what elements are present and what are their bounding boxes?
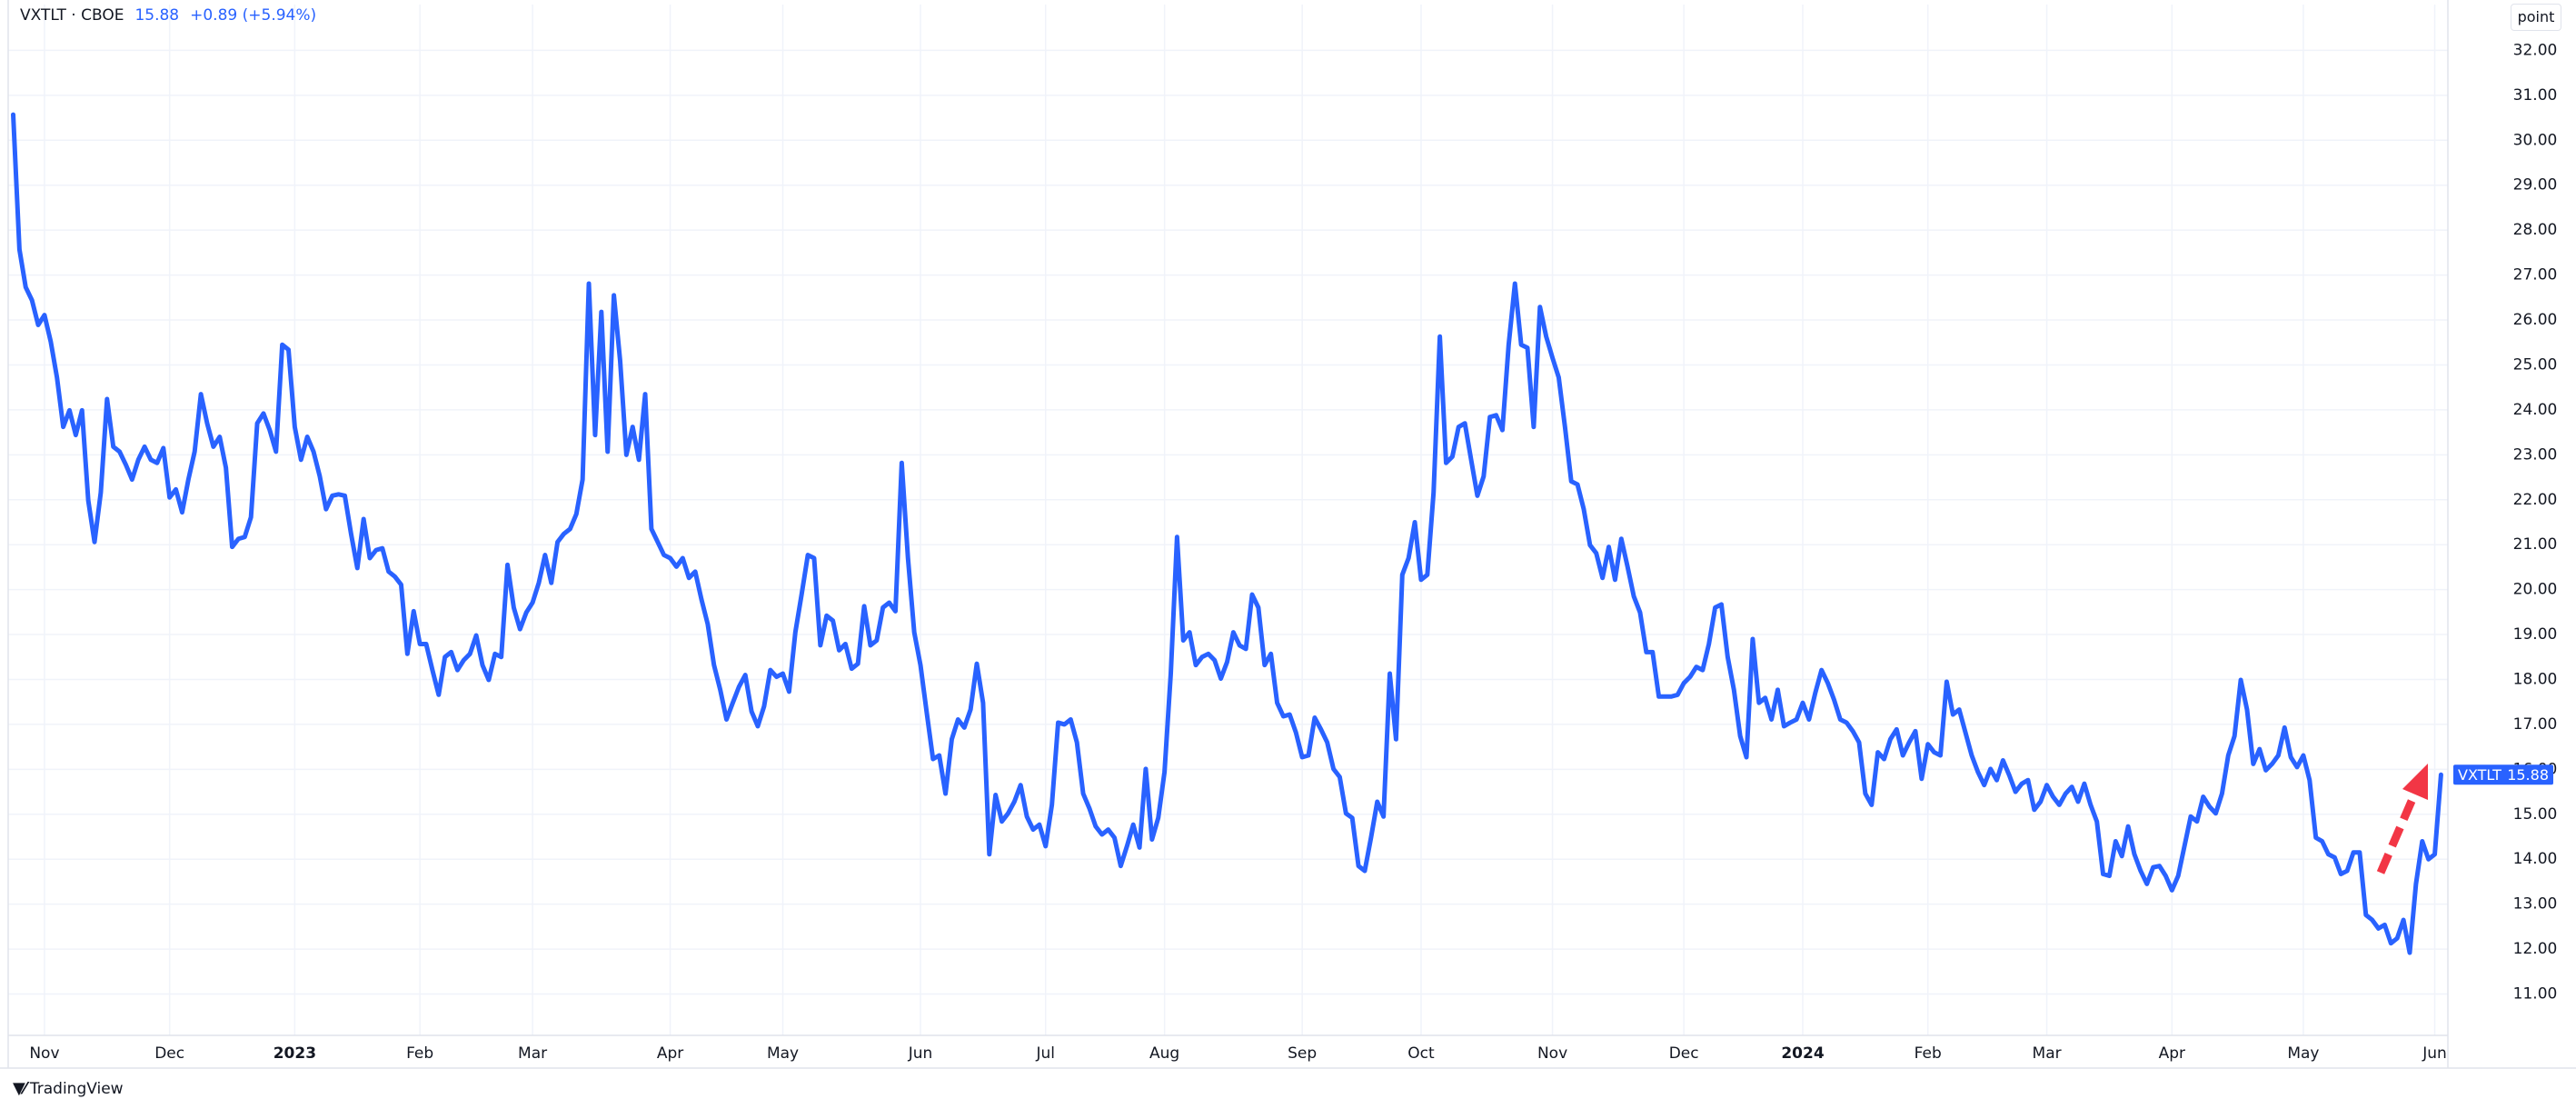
y-tick-label: 26.00 — [2513, 311, 2558, 329]
price-label-value: 15.88 — [2507, 766, 2549, 784]
price-label: VXTLT 15.88 — [2453, 764, 2553, 785]
x-tick-label: Aug — [1149, 1044, 1179, 1063]
y-tick-label: 21.00 — [2513, 535, 2558, 554]
x-tick-label: Nov — [1537, 1044, 1567, 1063]
x-tick-label: May — [767, 1044, 799, 1063]
y-tick-label: 31.00 — [2513, 86, 2558, 105]
unit-button[interactable]: point — [2511, 4, 2561, 31]
y-tick-label: 15.00 — [2513, 805, 2558, 824]
y-tick-label: 17.00 — [2513, 715, 2558, 734]
y-tick-label: 22.00 — [2513, 491, 2558, 509]
x-tick-label: Sep — [1288, 1044, 1317, 1063]
x-tick-label: Jun — [908, 1044, 933, 1063]
y-tick-label: 12.00 — [2513, 940, 2558, 958]
y-tick-label: 25.00 — [2513, 355, 2558, 374]
y-tick-label: 27.00 — [2513, 266, 2558, 285]
x-tick-label: Jun — [2422, 1044, 2447, 1063]
x-tick-label: Feb — [1915, 1044, 1942, 1063]
x-tick-label: Apr — [657, 1044, 683, 1063]
y-tick-label: 11.00 — [2513, 985, 2558, 1004]
y-tick-label: 18.00 — [2513, 670, 2558, 688]
logo: ▼⁄ — [13, 1079, 26, 1098]
y-tick-label: 13.00 — [2513, 895, 2558, 914]
x-tick-label: May — [2287, 1044, 2319, 1063]
y-tick-label: 32.00 — [2513, 41, 2558, 59]
x-tick-label: Jul — [1036, 1044, 1056, 1063]
x-tick-label: Apr — [2159, 1044, 2185, 1063]
annotation-arrowhead — [2402, 764, 2428, 800]
price-label-name: VXTLT — [2458, 766, 2501, 784]
y-tick-label: 28.00 — [2513, 221, 2558, 239]
price-line — [11, 112, 2443, 955]
legend-header: VXTLT · CBOE 15.88 +0.89 (+5.94%) — [20, 6, 327, 25]
symbol: VXTLT · CBOE — [20, 6, 124, 25]
last-price: 15.88 — [134, 6, 180, 25]
y-tick-label: 29.00 — [2513, 176, 2558, 195]
price-label-box — [2453, 764, 2553, 785]
x-tick-label: Mar — [518, 1044, 547, 1063]
x-tick-label: Mar — [2033, 1044, 2062, 1063]
x-tick-label: Nov — [29, 1044, 59, 1063]
y-tick-label: 30.00 — [2513, 131, 2558, 149]
x-tick-label: Feb — [406, 1044, 433, 1063]
x-tick-label: 2023 — [274, 1044, 316, 1063]
y-tick-label: 23.00 — [2513, 445, 2558, 464]
y-tick-label: 14.00 — [2513, 850, 2558, 868]
branding: ▼⁄ TradingView — [13, 1079, 124, 1098]
y-tick-label: 19.00 — [2513, 625, 2558, 644]
annotation-arrow — [2376, 791, 2420, 874]
x-tick-label: Dec — [1669, 1044, 1699, 1063]
change: +0.89 (+5.94%) — [190, 6, 317, 25]
x-tick-label: Oct — [1407, 1044, 1435, 1063]
brand-name: TradingView — [29, 1079, 124, 1098]
y-tick-label: 20.00 — [2513, 581, 2558, 599]
x-tick-label: 2024 — [1781, 1044, 1824, 1063]
x-tick-label: Dec — [154, 1044, 184, 1063]
y-tick-label: 24.00 — [2513, 401, 2558, 419]
